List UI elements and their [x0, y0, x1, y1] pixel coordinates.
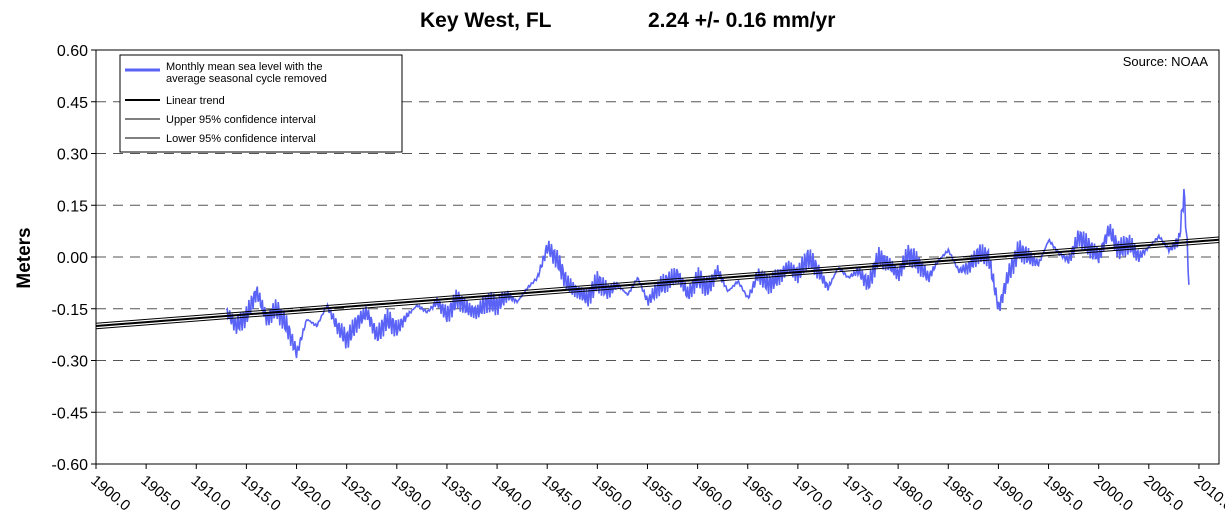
series-lower-confidence: [95, 242, 1220, 330]
y-axis-ticks: 0.60 0.45 0.30 0.15 0.00 -0.15 -0.30 -0.45 -0.60: [52, 43, 96, 474]
x-tick-label: 1910.0: [188, 472, 234, 515]
y-tick-label: 0.30: [57, 147, 88, 164]
x-tick-label: 2000.0: [1090, 472, 1136, 515]
x-tick-label: 1900.0: [87, 472, 133, 515]
legend-label-monthly-line1: Monthly mean sea level with the: [166, 61, 323, 73]
x-tick-label: 1940.0: [489, 472, 535, 515]
x-tick-label: 1970.0: [789, 472, 835, 515]
legend: Monthly mean sea level with the average …: [119, 54, 403, 153]
y-tick-label: 0.00: [57, 250, 88, 267]
x-tick-label: 2005.0: [1140, 472, 1186, 515]
legend-box: [119, 54, 403, 153]
y-axis-label: Meters: [14, 227, 35, 288]
x-tick-label: 1995.0: [1040, 472, 1086, 515]
x-tick-label: 1960.0: [689, 472, 735, 515]
y-tick-label: -0.45: [52, 405, 89, 422]
plot-frame: [95, 49, 1220, 465]
series-monthly-sea-level: [225, 188, 1190, 359]
x-tick-label: 1920.0: [288, 472, 334, 515]
source-note: Source: NOAA: [1123, 54, 1209, 69]
x-tick-label: 1990.0: [990, 472, 1036, 515]
legend-label-trend: Linear trend: [166, 95, 225, 107]
x-tick-label: 1980.0: [890, 472, 936, 515]
chart-title: Key West, FL: [420, 9, 552, 32]
plot-series: [95, 188, 1220, 359]
series-upper-confidence: [95, 236, 1220, 324]
x-tick-label: 1955.0: [639, 472, 685, 515]
legend-label-upper: Upper 95% confidence interval: [166, 114, 316, 126]
y-tick-label: 0.60: [57, 43, 88, 60]
x-tick-label: 1965.0: [739, 472, 785, 515]
x-tick-label: 1915.0: [238, 472, 284, 515]
x-tick-label: 1925.0: [338, 472, 384, 515]
series-linear-trend: [95, 238, 1220, 327]
x-tick-label: 1905.0: [138, 472, 184, 515]
x-tick-label: 1950.0: [589, 472, 635, 515]
x-axis-ticks: 1900.0 1905.0 1910.0 1915.0 1920.0 1925.0 1930…: [87, 464, 1225, 515]
x-tick-label: 1985.0: [940, 472, 986, 515]
legend-label-monthly-line2: average seasonal cycle removed: [166, 73, 327, 85]
legend-label-lower: Lower 95% confidence interval: [166, 133, 316, 145]
y-tick-label: -0.30: [52, 354, 89, 371]
chart-subtitle: 2.24 +/- 0.16 mm/yr: [648, 9, 835, 32]
y-tick-label: -0.15: [52, 302, 89, 319]
y-tick-label: 0.15: [57, 198, 88, 215]
y-tick-label: 0.45: [57, 95, 88, 112]
x-tick-label: 1945.0: [539, 472, 585, 515]
y-tick-label: -0.60: [52, 457, 89, 474]
x-tick-label: 1935.0: [438, 472, 484, 515]
x-tick-label: 1930.0: [388, 472, 434, 515]
x-tick-label: 2010.0: [1190, 472, 1225, 515]
x-tick-label: 1975.0: [839, 472, 885, 515]
